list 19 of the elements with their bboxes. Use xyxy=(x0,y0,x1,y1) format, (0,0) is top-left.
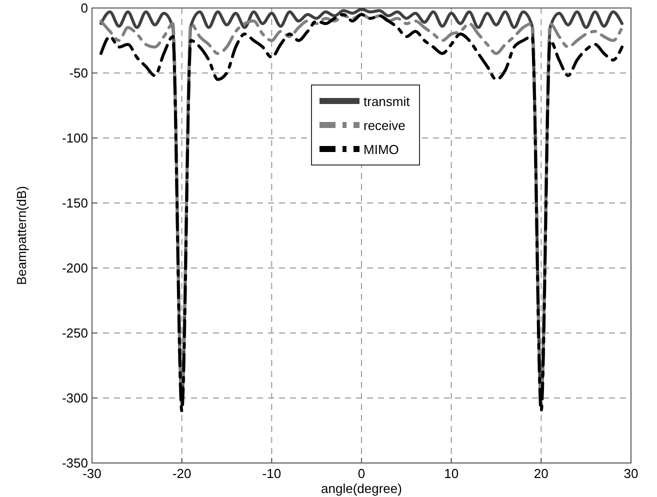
y-tick-label: -300 xyxy=(62,390,88,406)
legend-label: MIMO xyxy=(364,142,399,157)
x-tick-label: 10 xyxy=(444,466,459,481)
y-tick-label: -100 xyxy=(62,130,88,146)
y-axis-title: Beampattern(dB) xyxy=(14,186,29,285)
x-tick-label: -20 xyxy=(172,466,192,481)
x-tick-label: 0 xyxy=(358,466,366,481)
x-tick-label: 20 xyxy=(534,466,548,481)
y-tick-label: -250 xyxy=(62,326,88,340)
y-tick-label: -50 xyxy=(69,66,88,80)
y-tick-label: -150 xyxy=(62,196,88,210)
legend-label: transmit xyxy=(364,94,410,109)
x-axis-title: angle(degree) xyxy=(321,481,402,496)
x-tick-label: 30 xyxy=(624,466,638,481)
y-tick-label: 0 xyxy=(80,0,88,16)
y-tick-label: -200 xyxy=(62,260,88,276)
x-tick-label: -10 xyxy=(262,466,282,481)
y-tick-label: -350 xyxy=(62,456,88,470)
legend-label: receive xyxy=(364,118,406,133)
